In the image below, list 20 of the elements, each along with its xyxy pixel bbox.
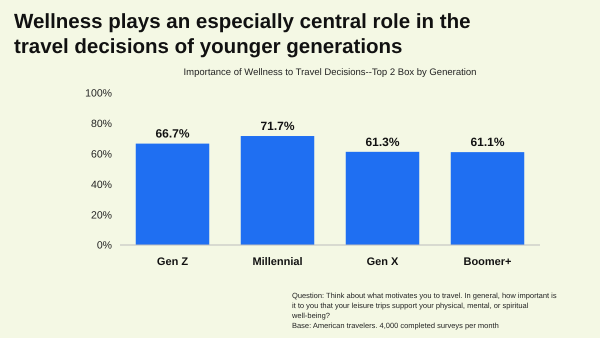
data-label: 61.1% [470,135,505,150]
bar [240,136,314,245]
y-tick-label: 40% [90,178,112,191]
chart-title: Wellness plays an especially central role in the travel decisions of younger generations [14,10,471,58]
y-tick-label: 100% [85,88,112,100]
y-tick-label: 20% [90,209,112,222]
data-label: 66.7% [155,126,190,141]
y-tick-label: 60% [90,148,112,160]
bar [136,144,210,245]
chart-subtitle: Importance of Wellness to Travel Decisions--Top 2 Box by Generation [184,67,476,78]
x-tick-label: Gen Z [156,256,188,268]
data-label: 61.3% [365,134,400,149]
bar [450,152,524,245]
x-tick-label: Gen X [366,256,400,268]
x-tick-label: Millennial [252,256,303,268]
y-tick-label: 0% [96,240,112,252]
x-tick-label: Boomer+ [464,256,512,268]
data-label: 71.7% [260,119,295,134]
y-tick-label: 80% [90,118,112,130]
bar [346,152,420,245]
